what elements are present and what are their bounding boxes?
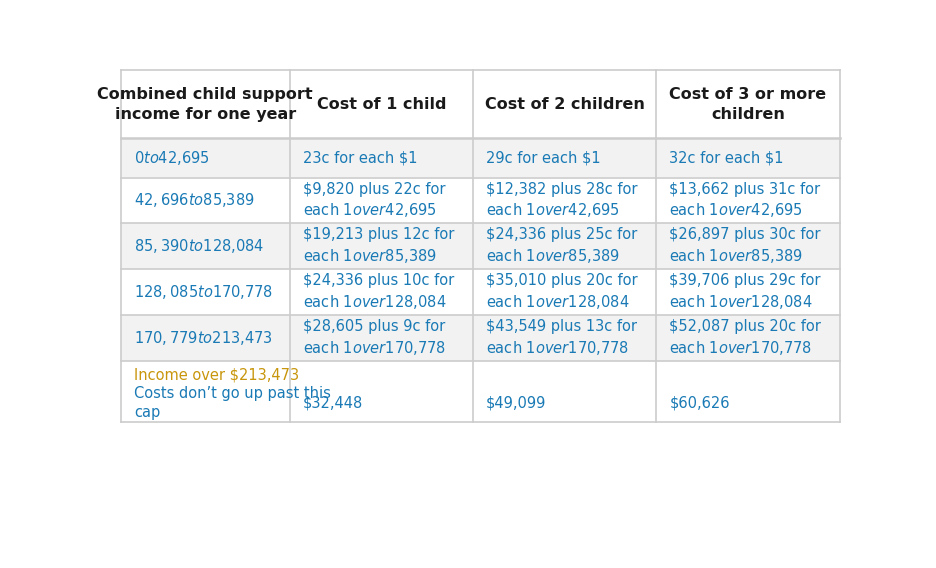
Text: Combined child support
income for one year: Combined child support income for one ye…: [97, 87, 313, 122]
Text: Income over $213,473: Income over $213,473: [134, 367, 299, 382]
Text: $39,706 plus 29c for
each $1 over $128,084: $39,706 plus 29c for each $1 over $128,0…: [668, 273, 820, 311]
Text: $28,605 plus 9c for
each $1 over $170,778: $28,605 plus 9c for each $1 over $170,77…: [302, 319, 446, 357]
Text: $52,087 plus 20c for
each $1 over $170,778: $52,087 plus 20c for each $1 over $170,7…: [668, 319, 821, 357]
Bar: [289, 177, 473, 223]
Bar: [655, 269, 839, 315]
Text: $43,549 plus 13c for
each $1 over $170,778: $43,549 plus 13c for each $1 over $170,7…: [486, 319, 636, 357]
Bar: [289, 315, 473, 361]
Bar: [655, 177, 839, 223]
Text: 23c for each $1: 23c for each $1: [302, 151, 417, 165]
Bar: [655, 223, 839, 269]
Bar: [473, 177, 655, 223]
Text: 32c for each $1: 32c for each $1: [668, 151, 783, 165]
Text: $42,696 to $85,389: $42,696 to $85,389: [134, 191, 255, 210]
Bar: [121, 177, 289, 223]
Bar: [473, 361, 655, 423]
Text: $9,820 plus 22c for
each $1 over $42,695: $9,820 plus 22c for each $1 over $42,695: [302, 182, 445, 219]
Bar: [289, 361, 473, 423]
Text: $24,336 plus 25c for
each $1 over $85,389: $24,336 plus 25c for each $1 over $85,38…: [486, 227, 636, 265]
Bar: [121, 269, 289, 315]
Text: $26,897 plus 30c for
each $1 over $85,389: $26,897 plus 30c for each $1 over $85,38…: [668, 227, 820, 265]
Bar: [473, 70, 655, 138]
Text: $35,010 plus 20c for
each $1 over $128,084: $35,010 plus 20c for each $1 over $128,0…: [486, 273, 637, 311]
Bar: [655, 70, 839, 138]
Bar: [121, 315, 289, 361]
Bar: [473, 223, 655, 269]
Text: $60,626: $60,626: [668, 395, 729, 410]
Bar: [473, 269, 655, 315]
Text: Costs don’t go up past this
cap: Costs don’t go up past this cap: [134, 386, 330, 420]
Text: $24,336 plus 10c for
each $1 over $128,084: $24,336 plus 10c for each $1 over $128,0…: [302, 273, 454, 311]
Bar: [121, 138, 289, 177]
Text: $49,099: $49,099: [486, 395, 546, 410]
Bar: [473, 138, 655, 177]
Bar: [121, 361, 289, 423]
Text: $13,662 plus 31c for
each $1 over $42,695: $13,662 plus 31c for each $1 over $42,69…: [668, 182, 820, 219]
Text: $32,448: $32,448: [302, 395, 362, 410]
Text: $0 to $42,695: $0 to $42,695: [134, 149, 210, 167]
Bar: [655, 315, 839, 361]
Text: $19,213 plus 12c for
each $1 over $85,389: $19,213 plus 12c for each $1 over $85,38…: [302, 227, 454, 265]
Text: $85,390 to $128,084: $85,390 to $128,084: [134, 237, 264, 256]
Text: Cost of 3 or more
children: Cost of 3 or more children: [668, 87, 826, 122]
Bar: [473, 315, 655, 361]
Bar: [289, 269, 473, 315]
Text: Cost of 1 child: Cost of 1 child: [316, 97, 446, 112]
Text: $128,085 to $170,778: $128,085 to $170,778: [134, 283, 272, 301]
Text: 29c for each $1: 29c for each $1: [486, 151, 600, 165]
Text: $12,382 plus 28c for
each $1 over $42,695: $12,382 plus 28c for each $1 over $42,69…: [486, 182, 636, 219]
Bar: [121, 223, 289, 269]
Bar: [655, 361, 839, 423]
Bar: [289, 70, 473, 138]
Bar: [655, 138, 839, 177]
Text: Cost of 2 children: Cost of 2 children: [484, 97, 644, 112]
Bar: [289, 223, 473, 269]
Bar: [289, 138, 473, 177]
Text: $170,779 to $213,473: $170,779 to $213,473: [134, 329, 272, 347]
Bar: [121, 70, 289, 138]
